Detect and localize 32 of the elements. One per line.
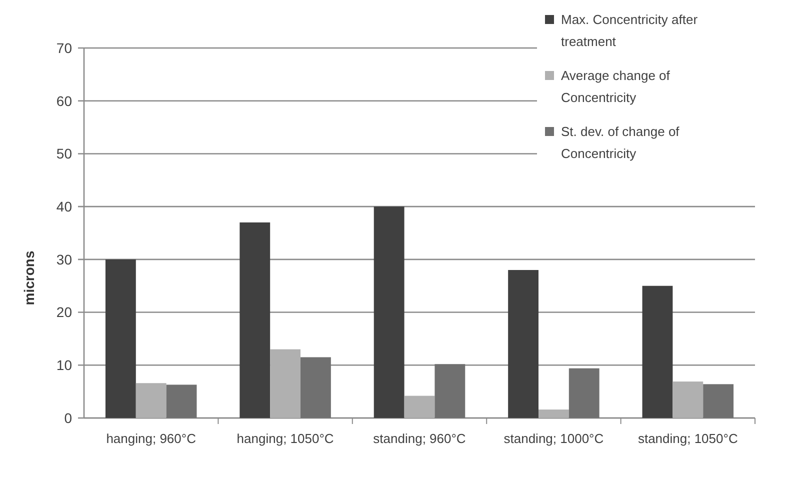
y-tick-label: 0 [64,410,72,426]
y-tick-label: 40 [56,198,72,214]
bar [136,383,166,418]
y-tick-label: 50 [56,146,72,162]
bar [672,382,704,418]
legend-label: Average change of Concentricity [561,68,670,105]
bar [404,396,435,418]
y-tick-label: 60 [56,92,72,109]
legend-label: Max. Concentricity after treatment [561,12,698,49]
bar [703,384,734,418]
bar [240,222,270,418]
bar [538,410,569,418]
bar [568,368,600,418]
y-tick-label: 70 [56,40,72,56]
legend-label: St. dev. of change of Concentricity [561,124,680,161]
bar [374,206,404,418]
bar [166,384,197,418]
bar [105,259,136,418]
x-tick-label: hanging; 960°C [106,431,196,446]
y-tick-label: 30 [56,251,72,268]
bar [270,349,301,418]
x-tick-label: standing; 1000°C [504,431,604,446]
bar [434,364,466,418]
x-tick-label: standing; 960°C [373,431,466,446]
x-tick-label: hanging; 1050°C [236,431,334,446]
bar [300,357,331,418]
y-axis-title: microns [21,250,37,306]
bar [642,286,673,418]
bar [508,270,538,418]
x-tick-label: standing; 1050°C [638,431,738,446]
y-tick-label: 10 [56,357,72,374]
y-tick-label: 20 [56,304,72,320]
